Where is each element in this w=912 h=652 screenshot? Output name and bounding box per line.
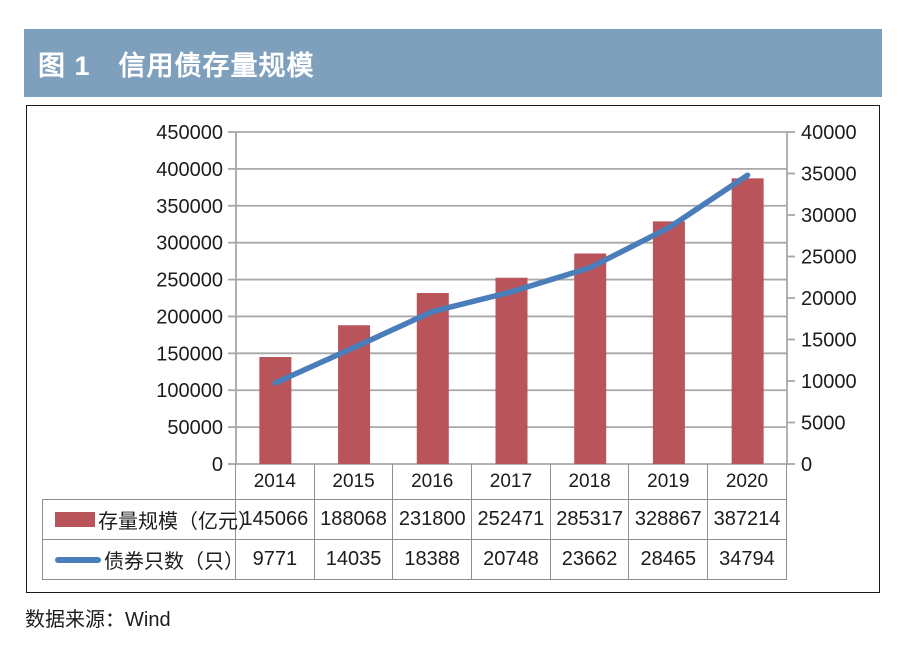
value-cell-2020-s1: 34794 [708, 540, 787, 580]
bar-2018 [574, 253, 607, 464]
bar-2019 [652, 221, 685, 464]
right-axis-label: 10000 [801, 371, 857, 393]
year-cell-2017: 2017 [472, 464, 551, 500]
left-axis-label: 50000 [167, 417, 223, 439]
figure-title: 图 1 信用债存量规模 [38, 50, 315, 81]
series-name-1: 债券只数（只） [104, 551, 244, 573]
value-cell-2019-s1: 28465 [629, 540, 709, 580]
right-axis-label: 25000 [801, 247, 857, 269]
right-axis-label: 35000 [801, 164, 857, 186]
left-axis-label: 100000 [156, 380, 223, 402]
trend-line [272, 172, 751, 386]
bar-2014 [259, 356, 292, 464]
left-axis-label: 400000 [156, 159, 223, 181]
left-axis-label: 0 [212, 454, 223, 476]
chart-data-table: 2014 2015 2016 2017 2018 2019 2020 存量规模（亿元） 1450… [42, 464, 787, 580]
table-corner-blank [42, 464, 236, 500]
legend-cell-series-0: 存量规模（亿元） [42, 500, 258, 540]
figure-frame: 450000 400000 350000 300000 250000 200000 1500… [26, 105, 880, 593]
year-cell-2018: 2018 [550, 464, 630, 500]
figure-title-bar: 图 1 信用债存量规模 [24, 29, 882, 97]
right-axis-label: 30000 [801, 205, 857, 227]
right-axis-label: 5000 [801, 413, 846, 435]
value-cell-2014-s0: 145066 [236, 500, 315, 540]
value-cell-2017-s1: 20748 [472, 540, 551, 580]
series-name-0: 存量规模（亿元） [98, 511, 258, 533]
value-cell-2020-s0: 387214 [708, 500, 787, 540]
year-cell-2015: 2015 [314, 464, 394, 500]
left-axis-label: 200000 [156, 306, 223, 328]
year-cell-2016: 2016 [393, 464, 473, 500]
year-cell-2019: 2019 [629, 464, 709, 500]
left-axis-label: 250000 [156, 270, 223, 292]
value-cell-2014-s1: 9771 [236, 540, 315, 580]
right-axis-label: 40000 [801, 122, 857, 144]
value-cell-2015-s1: 14035 [314, 540, 394, 580]
data-source: 数据来源：Wind [25, 609, 171, 631]
value-cell-2019-s0: 328867 [629, 500, 709, 540]
right-axis-label: 15000 [801, 330, 857, 352]
value-cell-2015-s0: 188068 [314, 500, 394, 540]
legend-cell-series-1: 债券只数（只） [42, 540, 244, 580]
value-cell-2018-s0: 285317 [550, 500, 630, 540]
year-cell-2020: 2020 [708, 464, 787, 500]
bar-2017 [495, 277, 528, 464]
value-cell-2016-s1: 18388 [393, 540, 473, 580]
chart-canvas: 4500004000003500003000002500002000001500… [156, 122, 857, 476]
year-cell-2014: 2014 [236, 464, 315, 500]
right-axis-label: 0 [801, 454, 812, 476]
bar-legend-swatch [55, 512, 95, 527]
value-cell-2017-s0: 252471 [472, 500, 551, 540]
right-axis-label: 20000 [801, 288, 857, 310]
bar-2016 [416, 292, 449, 464]
left-axis-label: 300000 [156, 233, 223, 255]
left-axis-label: 150000 [156, 343, 223, 365]
value-cell-2016-s0: 231800 [393, 500, 473, 540]
bar-2020 [731, 178, 764, 464]
left-axis-label: 350000 [156, 196, 223, 218]
value-cell-2018-s1: 23662 [550, 540, 630, 580]
left-axis-label: 450000 [156, 122, 223, 144]
line-legend-swatch [55, 556, 101, 563]
